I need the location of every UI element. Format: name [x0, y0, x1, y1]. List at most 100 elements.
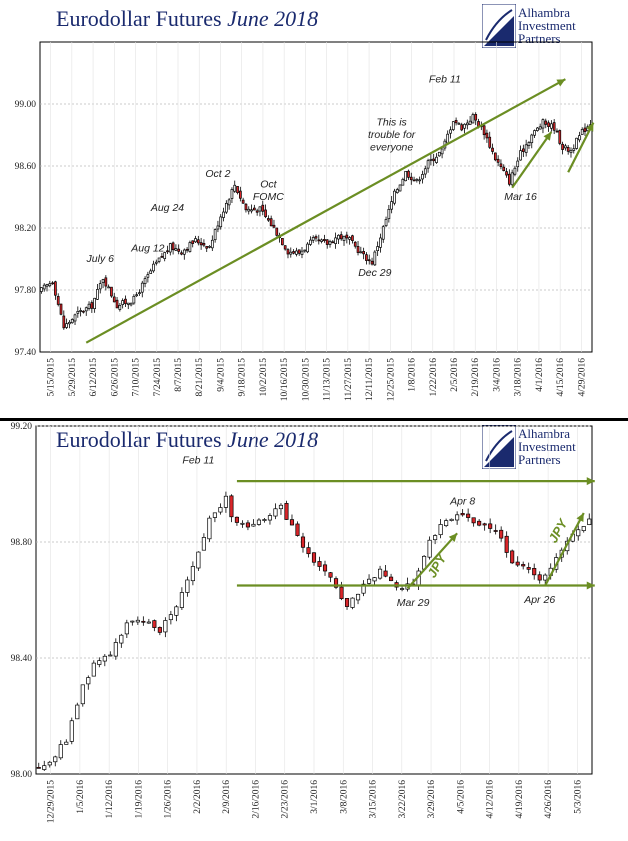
panel-divider	[0, 418, 628, 421]
candle	[73, 313, 77, 326]
annotation-label: Mar 29	[397, 597, 430, 609]
candle	[383, 565, 388, 578]
candle	[423, 165, 427, 178]
candle	[166, 245, 169, 255]
annotation-label: trouble for	[368, 129, 416, 141]
candle	[496, 155, 500, 167]
candle	[126, 302, 130, 310]
annotation-label: Aug 12	[130, 242, 164, 254]
candle	[230, 187, 234, 204]
candle	[191, 240, 195, 248]
candle	[233, 180, 237, 193]
candle	[433, 534, 438, 545]
candle	[365, 252, 368, 265]
x-tick-label: 4/29/2016	[577, 358, 587, 397]
candle	[460, 509, 465, 517]
candle	[505, 167, 508, 178]
candle	[499, 159, 503, 170]
annotation-label: This is	[376, 117, 407, 129]
candle	[168, 610, 173, 625]
candle	[373, 250, 377, 266]
candle	[444, 518, 449, 528]
candle	[345, 231, 349, 244]
chart-panel-2: Eurodollar Futures June 2018 Alhambra In…	[0, 421, 628, 841]
annotation-label: Oct	[260, 179, 277, 191]
candle	[384, 216, 388, 228]
x-tick-label: 3/29/2016	[427, 780, 437, 819]
candle	[59, 303, 63, 316]
candle	[342, 235, 346, 246]
candle	[91, 660, 96, 677]
candle	[201, 533, 206, 551]
candle	[138, 289, 141, 296]
candle	[359, 246, 363, 254]
candle	[196, 235, 200, 246]
candle	[578, 131, 581, 143]
candle	[587, 513, 592, 526]
candle	[491, 143, 494, 155]
trendline	[567, 122, 595, 173]
arrowhead-icon	[586, 122, 594, 132]
candle	[185, 247, 189, 253]
brand-line-1: Alhambra	[518, 426, 570, 441]
candle	[569, 147, 573, 158]
candle	[502, 164, 506, 172]
candle	[527, 141, 531, 149]
x-tick-label: 8/21/2015	[195, 358, 205, 397]
candle	[207, 515, 212, 542]
x-tick-label: 12/11/2015	[365, 358, 375, 401]
brand-mark-icon	[481, 424, 517, 470]
candle	[555, 128, 559, 133]
annotation-label: Feb 11	[182, 455, 214, 467]
x-tick-label: 4/12/2016	[486, 780, 496, 819]
x-tick-label: 6/12/2015	[89, 358, 99, 397]
x-tick-label: 4/19/2016	[515, 780, 525, 819]
candle	[40, 287, 43, 294]
annotation-label: Mar 16	[504, 191, 537, 203]
candle	[267, 513, 273, 525]
candle	[440, 148, 444, 159]
candle	[112, 292, 116, 303]
candle	[278, 503, 284, 515]
brand-logo-2: Alhambra Investment Partners	[481, 424, 622, 473]
brand-line-2: Investment	[518, 18, 576, 33]
x-tick-label: 3/18/2016	[514, 358, 524, 397]
annotation-label: Aug 24	[150, 202, 184, 214]
candle	[537, 571, 542, 584]
brand-logo-1: Alhambra Investment Partners	[481, 3, 622, 52]
candle	[446, 130, 450, 144]
candle	[361, 580, 366, 597]
y-tick-label: 98.80	[11, 538, 33, 548]
candle	[516, 157, 520, 172]
candle	[466, 508, 471, 522]
candle	[283, 245, 287, 251]
candle	[334, 232, 337, 249]
candle	[415, 178, 419, 183]
candle	[222, 207, 225, 222]
x-tick-label: 6/26/2015	[110, 358, 120, 397]
candle	[130, 620, 135, 626]
trendline	[544, 512, 585, 587]
trendline	[511, 131, 553, 189]
candle	[245, 520, 250, 531]
candle	[45, 283, 49, 292]
x-tick-label: 9/4/2015	[216, 358, 226, 392]
arrowhead-icon	[556, 79, 566, 87]
candle	[530, 133, 534, 149]
candle	[132, 294, 136, 305]
candle	[429, 154, 433, 166]
x-tick-label: 2/16/2016	[251, 780, 261, 819]
candle	[339, 231, 343, 241]
candle	[289, 514, 295, 526]
candle	[212, 512, 217, 523]
candle	[401, 177, 405, 186]
candle	[56, 293, 60, 307]
candle	[314, 234, 318, 242]
candle	[154, 259, 158, 266]
candle	[493, 524, 498, 535]
candle	[583, 123, 587, 136]
chart-panel-1: Eurodollar Futures June 2018 Alhambra In…	[0, 0, 628, 418]
candle	[80, 684, 85, 707]
candle	[124, 295, 127, 308]
candle	[87, 301, 91, 311]
